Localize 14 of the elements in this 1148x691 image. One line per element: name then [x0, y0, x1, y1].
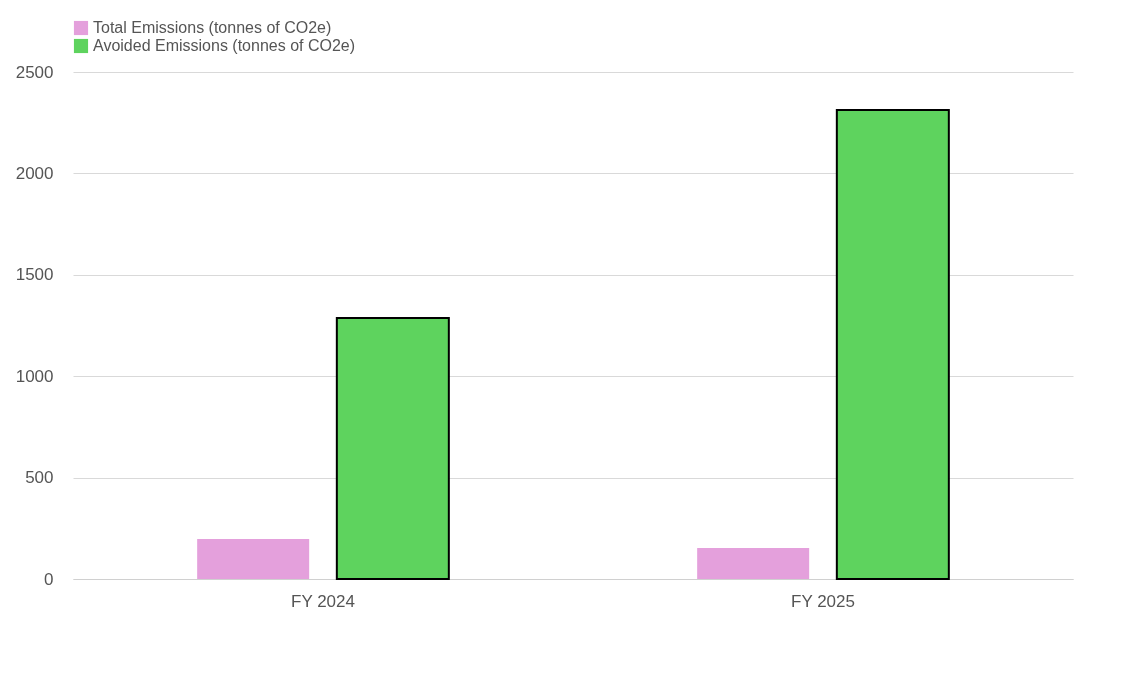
y-tick-label: 1000	[15, 366, 54, 386]
y-tick-label: 0	[44, 569, 54, 589]
y-tick-label: 500	[25, 468, 54, 488]
x-tick-label: FY 2024	[291, 591, 355, 611]
bar	[197, 539, 310, 579]
y-tick-label: 1500	[15, 265, 54, 285]
legend-label: Avoided Emissions (tonnes of CO2e)	[93, 37, 356, 54]
y-tick-label: 2500	[15, 62, 54, 82]
legend-label: Total Emissions (tonnes of CO2e)	[93, 19, 332, 36]
bar	[335, 317, 450, 580]
x-tick-label: FY 2025	[791, 591, 855, 611]
y-tick-label: 2000	[15, 163, 54, 183]
bar	[835, 108, 950, 580]
bar	[697, 547, 810, 579]
